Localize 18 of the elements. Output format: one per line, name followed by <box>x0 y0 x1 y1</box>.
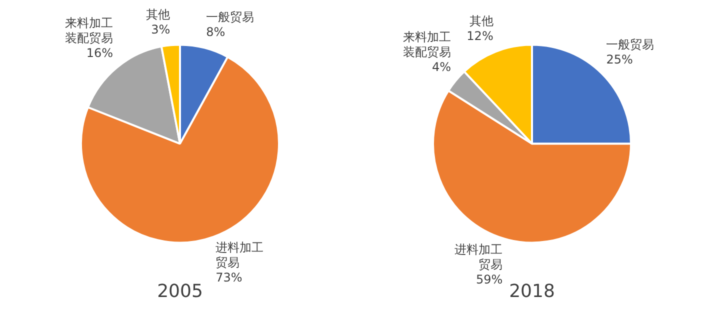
slice-label: 一般贸易 <box>606 38 654 52</box>
data-label: 4% <box>432 60 452 74</box>
slice-label: 一般贸易 <box>206 10 254 24</box>
data-label: 73% <box>216 270 242 285</box>
data-label: 3% <box>151 22 170 36</box>
slice-label: 其他 <box>146 7 170 22</box>
data-label: 8% <box>206 25 226 40</box>
slice-label: 其他 <box>469 14 494 28</box>
slice-label: 进料加工贸易 <box>454 242 503 272</box>
data-label: 25% <box>606 52 633 67</box>
text: 2018 <box>509 280 555 302</box>
slice-label: 来料加工装配贸易 <box>403 30 452 59</box>
data-label: 59% <box>476 272 503 287</box>
slice-label: 来料加工装配贸易 <box>65 16 114 45</box>
slice-label: 进料加工贸易 <box>216 240 264 270</box>
text: 2005 <box>157 280 203 302</box>
data-label: 16% <box>86 46 114 60</box>
data-label: 12% <box>466 29 494 44</box>
